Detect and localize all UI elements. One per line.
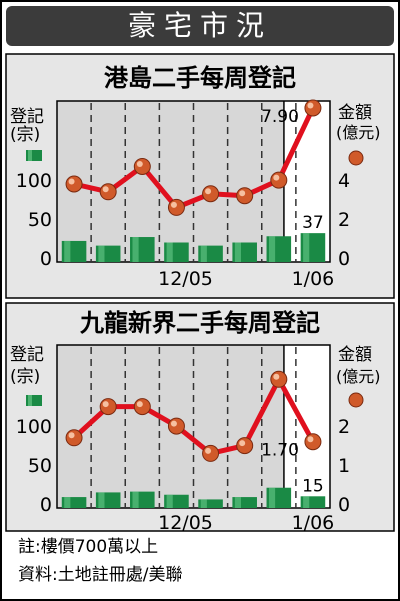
bar-highlight — [200, 245, 207, 262]
bar-highlight — [166, 494, 173, 508]
left-tick-label: 0 — [40, 494, 52, 516]
right-tick-label: 0 — [338, 494, 350, 516]
footnote-source: 資料:土地註冊處/美聯 — [18, 565, 183, 585]
line-marker-highlight — [273, 174, 280, 181]
line-marker — [270, 171, 288, 189]
right-tick-label: 4 — [338, 170, 350, 192]
line-marker — [236, 187, 254, 205]
bar-value-label: 15 — [302, 476, 324, 496]
left-tick-label: 50 — [28, 455, 52, 477]
left-tick-label: 50 — [28, 209, 52, 231]
line-marker-highlight — [102, 401, 109, 408]
bar-highlight — [64, 497, 71, 508]
bar-highlight — [303, 496, 310, 508]
legend-bar-icon-highlight — [28, 395, 32, 406]
line-marker-highlight — [68, 178, 75, 185]
line-marker — [133, 157, 151, 175]
line-marker — [167, 198, 185, 216]
line-marker — [99, 183, 117, 201]
right-tick-label: 0 — [338, 248, 350, 270]
line-marker — [65, 429, 83, 447]
legend-marker-icon — [348, 392, 364, 408]
line-marker — [304, 433, 322, 451]
line-marker-highlight — [170, 201, 177, 208]
left-axis-label: 登記 — [10, 345, 44, 365]
chart-panel-hk-island: 港島二手每周登記 7.90 37 登記(宗) 金額(億元) 0 50 100 0 2 4 12/05 1… — [5, 53, 395, 299]
line-marker-highlight — [205, 188, 212, 195]
line-marker — [304, 99, 322, 117]
right-tick-label: 2 — [338, 209, 350, 231]
bar-highlight — [98, 492, 105, 508]
line-marker-highlight — [68, 432, 75, 439]
bar — [232, 497, 257, 508]
header-title: 豪宅市況 — [128, 9, 272, 42]
left-tick-label: 0 — [40, 248, 52, 270]
line-marker — [202, 444, 220, 462]
left-axis-label: 登記 — [10, 107, 44, 127]
bar-highlight — [98, 245, 105, 262]
right-tick-label: 2 — [338, 416, 350, 438]
line-marker-highlight — [307, 436, 314, 443]
bar-highlight — [303, 233, 310, 262]
bar-highlight — [132, 237, 139, 262]
bar-highlight — [234, 242, 242, 262]
bar-highlight — [268, 487, 276, 508]
legend-bar-icon — [26, 150, 42, 161]
bar — [61, 497, 87, 508]
x-tick-label: 12/05 — [158, 512, 213, 534]
bar-highlight — [166, 242, 173, 262]
header-bar — [6, 6, 394, 46]
line-marker — [167, 417, 185, 435]
line-marker — [236, 437, 254, 455]
left-tick-label: 100 — [16, 170, 52, 192]
left-axis-unit: (宗) — [10, 125, 40, 145]
right-tick-label: 1 — [338, 455, 350, 477]
legend-bar-icon-highlight — [28, 150, 32, 161]
right-axis-label: 金額 — [338, 103, 372, 123]
line-marker — [202, 185, 220, 203]
line-marker-highlight — [239, 440, 246, 447]
chart-title: 港島二手每周登記 — [104, 64, 296, 92]
bar-highlight — [234, 497, 242, 508]
bar — [198, 499, 223, 508]
left-axis-unit: (宗) — [10, 367, 40, 387]
line-marker-highlight — [205, 447, 212, 454]
line-marker-highlight — [307, 102, 314, 109]
x-tick-label: 12/05 — [158, 268, 213, 290]
plot-area-prev-year — [57, 101, 284, 262]
legend-marker-icon — [348, 150, 364, 166]
line-marker — [133, 398, 151, 416]
line-marker — [270, 370, 288, 388]
line-value-label: 7.90 — [261, 107, 299, 127]
line-marker — [65, 175, 83, 193]
right-axis-unit: (億元) — [336, 367, 381, 386]
bar — [300, 496, 326, 508]
line-value-label: 1.70 — [261, 441, 299, 461]
bar-highlight — [132, 491, 139, 508]
line-marker-highlight — [136, 401, 143, 408]
bar-highlight — [64, 240, 71, 262]
right-axis-unit: (億元) — [336, 123, 381, 142]
bar-highlight — [268, 236, 276, 262]
bar-highlight — [200, 499, 207, 508]
x-tick-label: 1/06 — [292, 268, 335, 290]
x-tick-label: 1/06 — [292, 512, 335, 534]
legend-bar-icon — [26, 395, 42, 406]
chart-title: 九龍新界二手每周登記 — [79, 309, 320, 337]
line-marker-highlight — [102, 186, 109, 193]
line-marker-highlight — [273, 373, 280, 380]
footnote-price: 註:樓價700萬以上 — [18, 537, 159, 557]
right-axis-label: 金額 — [338, 345, 372, 365]
line-marker — [99, 398, 117, 416]
bar-value-label: 37 — [302, 213, 324, 233]
line-marker-highlight — [170, 420, 177, 427]
line-marker-highlight — [239, 190, 246, 197]
left-tick-label: 100 — [16, 416, 52, 438]
line-marker-highlight — [136, 160, 143, 167]
